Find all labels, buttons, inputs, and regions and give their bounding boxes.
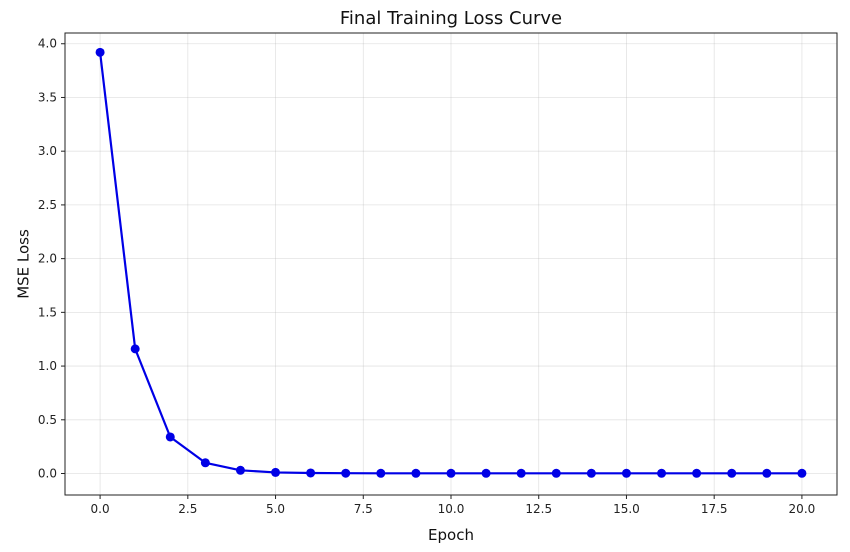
data-point bbox=[165, 432, 175, 442]
y-tick-label: 2.0 bbox=[38, 252, 57, 266]
x-tick-label: 12.5 bbox=[525, 502, 552, 516]
y-tick-label: 3.5 bbox=[38, 90, 57, 104]
x-axis-label: Epoch bbox=[428, 526, 474, 544]
chart-title: Final Training Loss Curve bbox=[340, 8, 562, 29]
data-point bbox=[200, 458, 210, 468]
x-tick-label: 15.0 bbox=[613, 502, 640, 516]
data-point bbox=[411, 468, 421, 478]
data-point bbox=[727, 468, 737, 478]
tick-layer: 0.0 2.5 5.0 7.5 10.0 12.5 15.0 17.5 20.0 0.0 0.5 1.… bbox=[38, 37, 815, 516]
x-tick-label: 10.0 bbox=[438, 502, 465, 516]
x-tick-label: 20.0 bbox=[789, 502, 816, 516]
y-tick-label: 3.0 bbox=[38, 144, 57, 158]
data-point bbox=[376, 468, 386, 478]
grid-layer bbox=[65, 33, 837, 495]
x-tick-label: 2.5 bbox=[178, 502, 197, 516]
data-point bbox=[446, 468, 456, 478]
data-point bbox=[621, 468, 631, 478]
x-tick-label: 5.0 bbox=[266, 502, 285, 516]
y-tick-label: 0.0 bbox=[38, 467, 57, 481]
data-point bbox=[95, 47, 105, 57]
x-tick-label: 17.5 bbox=[701, 502, 728, 516]
data-point bbox=[797, 468, 807, 478]
data-point bbox=[341, 468, 351, 478]
data-point bbox=[130, 344, 140, 354]
series-layer bbox=[95, 47, 807, 478]
y-tick-label: 0.5 bbox=[38, 413, 57, 427]
data-point bbox=[657, 468, 667, 478]
data-point bbox=[762, 468, 772, 478]
y-tick-label: 1.0 bbox=[38, 359, 57, 373]
data-point bbox=[481, 468, 491, 478]
x-tick-label: 7.5 bbox=[354, 502, 373, 516]
y-tick-label: 4.0 bbox=[38, 37, 57, 51]
y-axis-label: MSE Loss bbox=[14, 229, 32, 299]
data-point bbox=[692, 468, 702, 478]
data-point bbox=[586, 468, 596, 478]
y-tick-label: 2.5 bbox=[38, 198, 57, 212]
x-tick-label: 0.0 bbox=[91, 502, 110, 516]
data-point bbox=[551, 468, 561, 478]
data-point bbox=[235, 465, 245, 475]
data-point bbox=[306, 468, 316, 478]
y-tick-label: 1.5 bbox=[38, 305, 57, 319]
data-point bbox=[516, 468, 526, 478]
data-point bbox=[271, 467, 281, 477]
